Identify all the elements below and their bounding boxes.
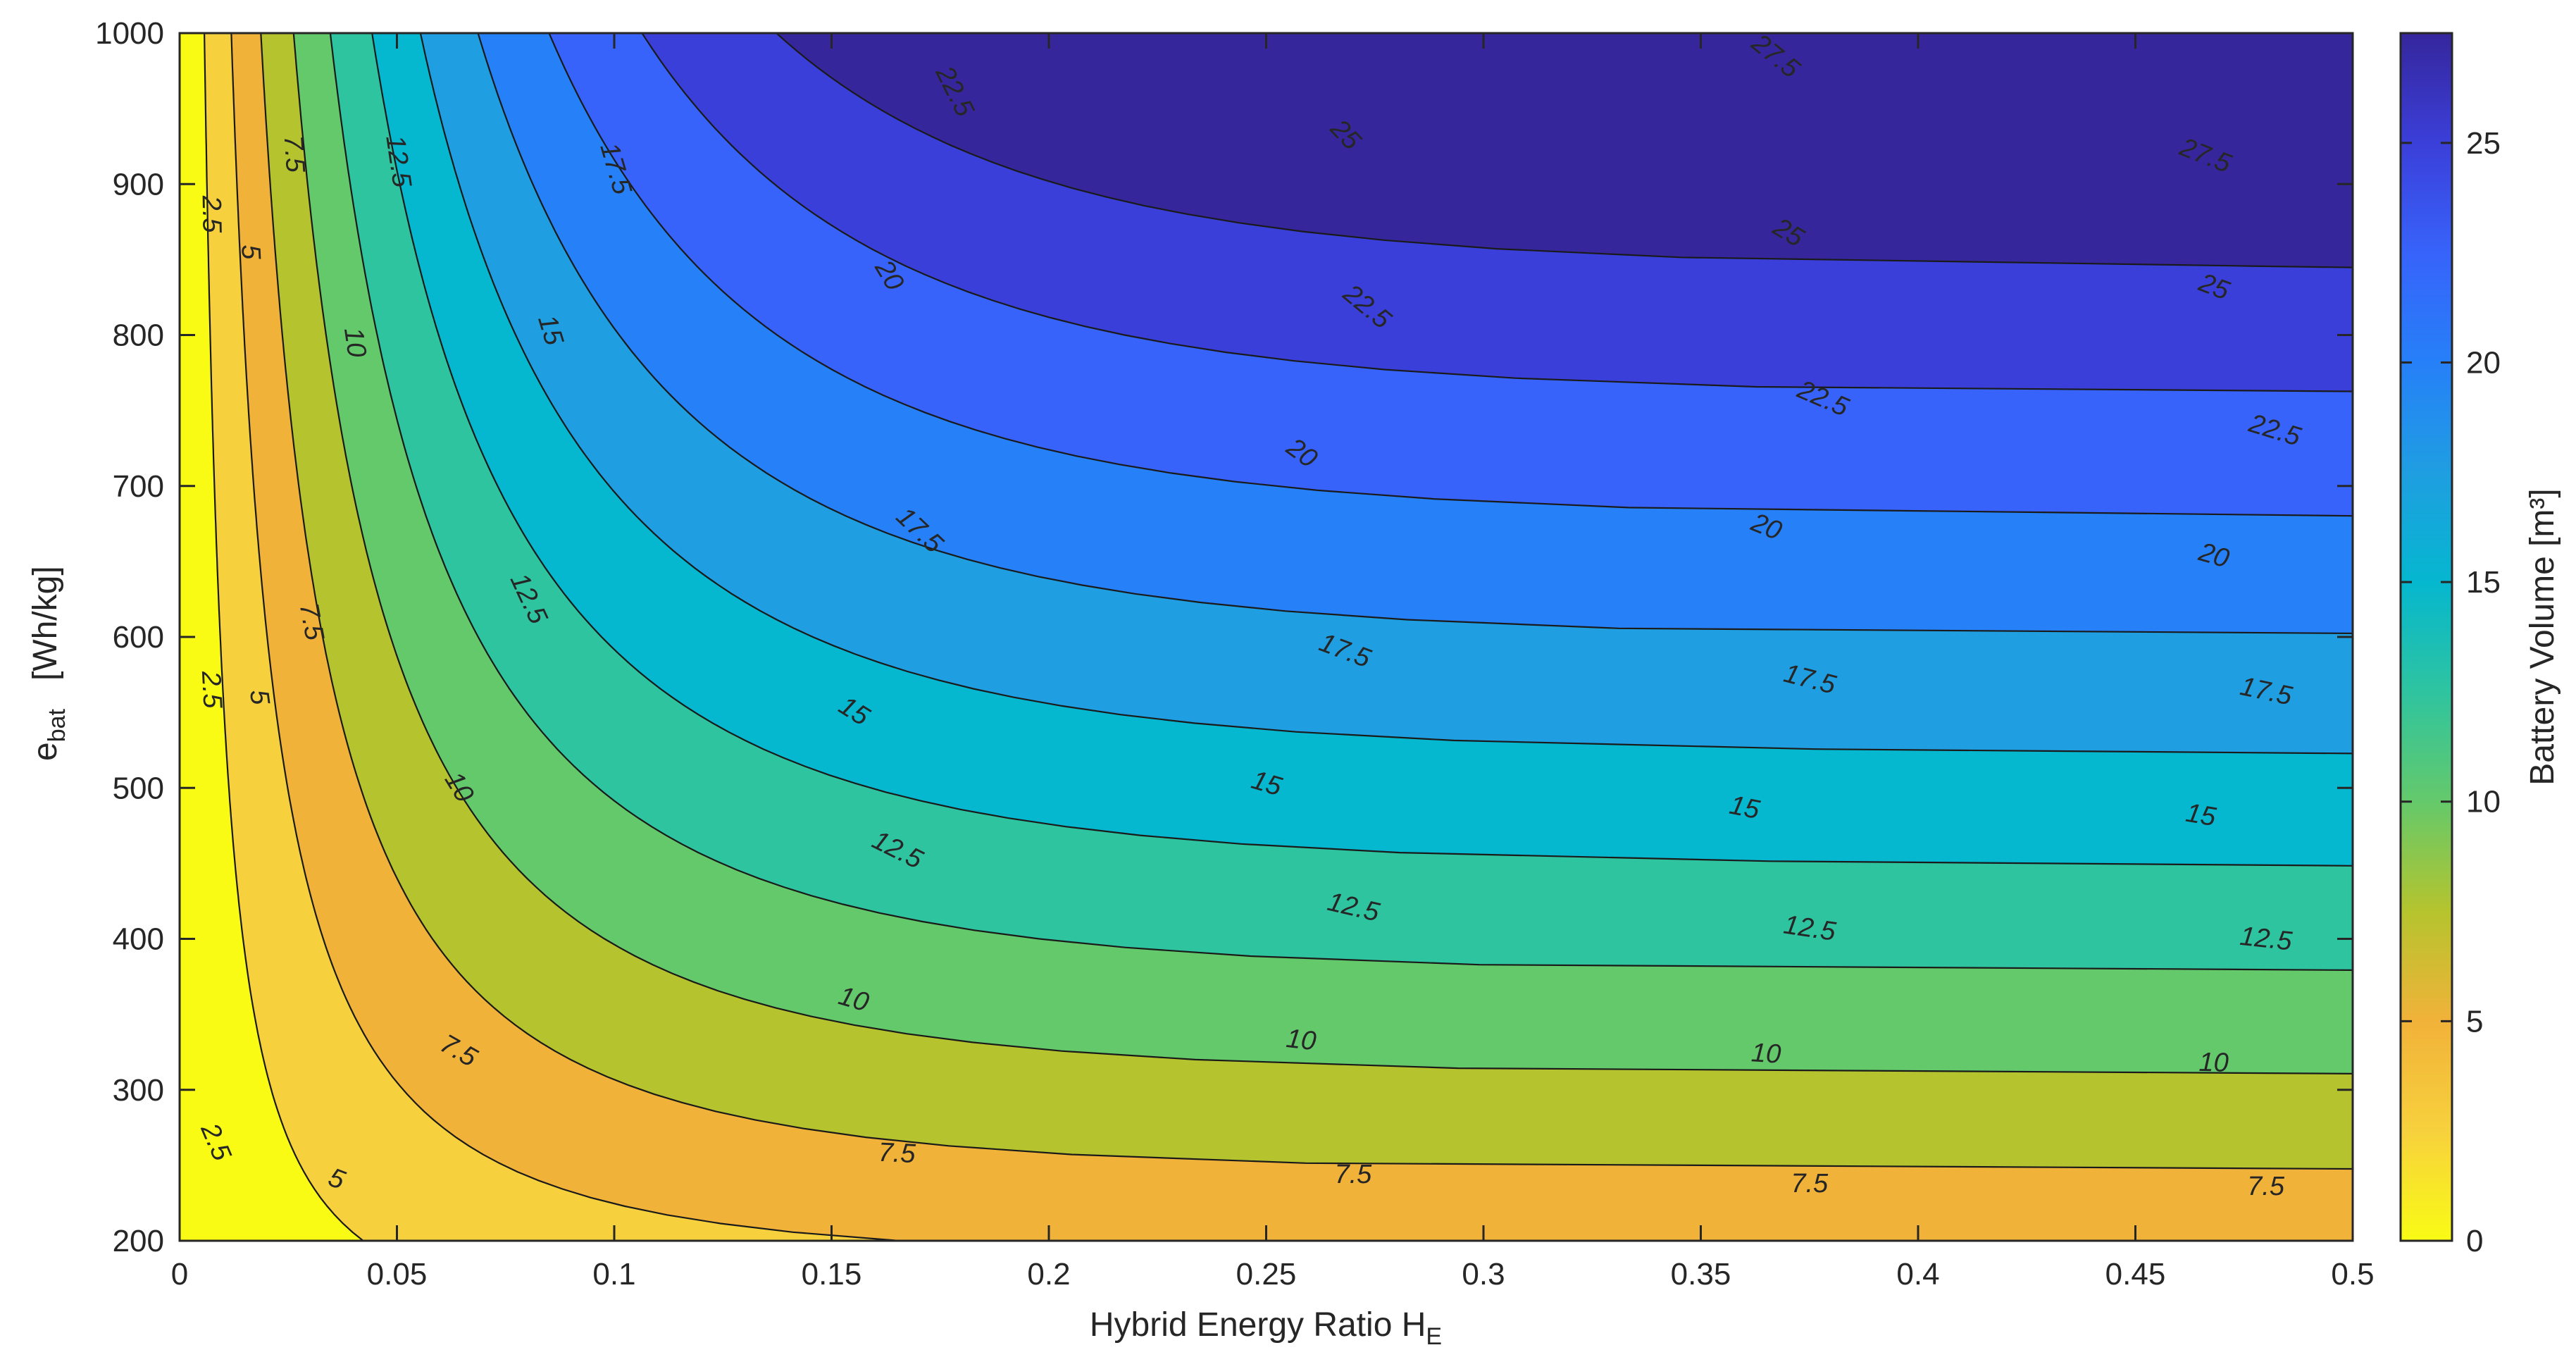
y-tick-label: 500: [113, 771, 164, 805]
contour-label: 10: [1285, 1024, 1318, 1057]
y-tick-label: 800: [113, 318, 164, 353]
contour-label: 12.5: [2239, 922, 2294, 957]
contour-label: 15: [2184, 798, 2219, 833]
contour-line-8: [477, 33, 2353, 635]
contour-label: 7.5: [294, 600, 330, 643]
x-tick-label: 0.05: [367, 1257, 428, 1291]
contour-label: 7.5: [278, 135, 310, 174]
contour-label: 5: [235, 244, 266, 261]
x-tick-label: 0.1: [592, 1257, 635, 1291]
contour-label: 2.5: [197, 194, 227, 233]
contour-label: 10: [1750, 1038, 1782, 1070]
contour-line-2: [230, 33, 900, 1241]
x-tick-label: 0.5: [2331, 1257, 2374, 1291]
contour-label: 7.5: [1334, 1160, 1372, 1189]
colorbar-tick-label: 5: [2466, 1004, 2483, 1039]
x-axis-title-subscript: E: [1426, 1323, 1442, 1350]
y-axis-title-subscript: bat: [44, 708, 70, 742]
contour-band-11: [776, 33, 2353, 268]
x-tick-label: 0.45: [2105, 1257, 2166, 1291]
colorbar-tick-label: 10: [2466, 785, 2501, 819]
colorbar-ticks: 0 5 10 15 20 25: [2401, 126, 2501, 1258]
colorbar-tick-label: 20: [2466, 345, 2501, 380]
colorbar-gradient: [2399, 32, 2453, 1242]
x-tick-label: 0.3: [1462, 1257, 1505, 1291]
contour-line-7: [419, 33, 2353, 755]
y-axis-title: ebat [Wh/kg]: [27, 566, 70, 761]
y-axis-ticks: 200 300 400 500 600 700 800 900 1000: [95, 16, 2353, 1258]
x-axis-ticks: 0 0.05 0.1 0.15 0.2 0.25 0.3 0.35 0.4 0.45 0.5: [171, 33, 2375, 1291]
contour-line-9: [548, 33, 2353, 517]
x-tick-label: 0.35: [1671, 1257, 1731, 1291]
colorbar-tick-label: 25: [2466, 126, 2501, 161]
contour-label: 7.5: [2247, 1172, 2285, 1201]
colorbar-title: Battery Volume [m³]: [2524, 488, 2561, 785]
y-tick-label: 400: [113, 922, 164, 957]
x-tick-label: 0.4: [1896, 1257, 1939, 1291]
colorbar-tick-label: 0: [2466, 1224, 2483, 1258]
contour-label: 10: [2198, 1048, 2229, 1078]
contour-line-1: [204, 33, 364, 1241]
x-tick-label: 0: [171, 1257, 188, 1291]
x-tick-label: 0.15: [802, 1257, 862, 1291]
contour-line-11: [776, 33, 2353, 268]
x-axis-title: Hybrid Energy Ratio HE: [1090, 1306, 1442, 1350]
y-tick-label: 900: [113, 167, 164, 202]
contour-line-6: [371, 33, 2353, 867]
colorbar: 0 5 10 15 20 25 Battery Volume [m³]: [2399, 32, 2561, 1258]
x-tick-label: 0.2: [1027, 1257, 1070, 1291]
contour-line-10: [641, 33, 2353, 392]
contour-label: 15: [1727, 791, 1762, 826]
y-axis-title-symbol: e: [27, 742, 64, 761]
contour-label: 7.5: [1791, 1169, 1829, 1198]
y-tick-label: 300: [113, 1073, 164, 1108]
y-tick-label: 600: [113, 620, 164, 655]
contour-line-4: [292, 33, 2353, 1074]
contour-label: 2.5: [196, 669, 228, 710]
y-tick-label: 200: [113, 1224, 164, 1258]
y-axis-title-unit: [Wh/kg]: [27, 566, 64, 681]
y-tick-label: 700: [113, 469, 164, 504]
contour-line-3: [260, 33, 2353, 1170]
contour-label: 10: [338, 326, 372, 359]
y-tick-label: 1000: [95, 16, 164, 51]
contour-bands: [180, 33, 2353, 1241]
contour-line-5: [329, 33, 2353, 972]
contour-lines: [204, 33, 2353, 1241]
x-tick-label: 0.25: [1236, 1257, 1297, 1291]
colorbar-tick-label: 15: [2466, 565, 2501, 600]
contour-label: 7.5: [878, 1138, 917, 1169]
